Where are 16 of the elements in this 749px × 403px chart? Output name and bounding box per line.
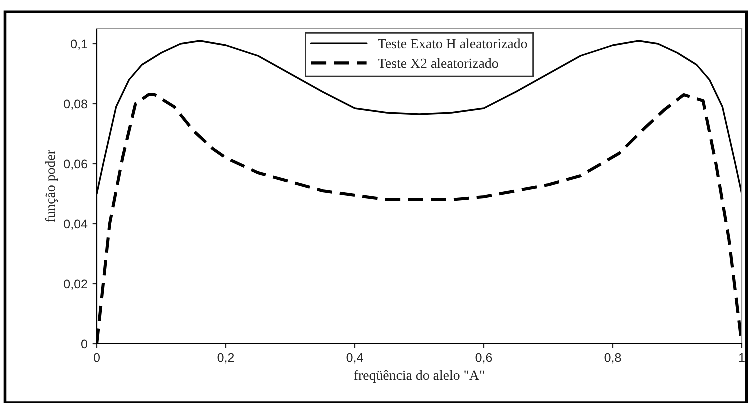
y-tick-label: 0,1: [71, 40, 88, 50]
y-tick-label: 0: [82, 340, 88, 349]
y-tick-label: 0,08: [64, 100, 88, 110]
y-tick-label: 0,02: [64, 280, 88, 290]
x-tick-label: 0,4: [346, 353, 364, 364]
legend-label: Teste X2 aleatorizado: [378, 58, 498, 68]
y-axis-title: função poder: [45, 150, 58, 223]
x-tick-label: 0: [94, 353, 100, 362]
y-tick-label: 0,04: [64, 220, 88, 230]
x-tick-label: 0,2: [218, 353, 234, 364]
x-tick-label: 1: [739, 353, 745, 362]
x-tick-label: 0,8: [604, 353, 622, 364]
legend-label: Teste Exato H aleatorizado: [378, 38, 528, 49]
y-tick-label: 0,06: [64, 160, 88, 170]
x-tick-label: 0,6: [476, 353, 492, 364]
x-axis-title: freqüência do alelo "A": [354, 370, 484, 383]
